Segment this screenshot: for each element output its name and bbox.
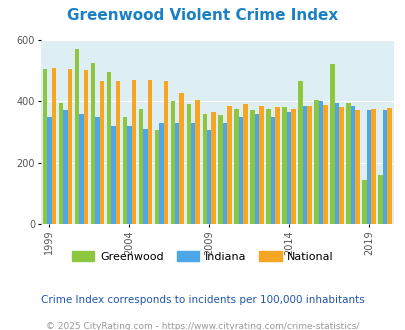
Bar [51, 68, 56, 224]
Bar [361, 180, 366, 224]
Bar [222, 123, 227, 224]
Bar [345, 103, 350, 224]
Text: Greenwood Violent Crime Index: Greenwood Violent Crime Index [67, 8, 338, 23]
Bar [298, 81, 302, 224]
Bar [107, 72, 111, 224]
Bar [211, 112, 215, 224]
Bar [83, 70, 88, 224]
Bar [190, 123, 195, 224]
Bar [58, 103, 63, 224]
Bar [275, 107, 279, 224]
Bar [195, 100, 199, 224]
Bar [95, 116, 99, 224]
Bar [282, 107, 286, 224]
Bar [234, 109, 239, 224]
Bar [111, 126, 115, 224]
Bar [90, 63, 95, 224]
Bar [370, 109, 375, 224]
Bar [43, 69, 47, 224]
Bar [286, 112, 291, 224]
Bar [75, 49, 79, 224]
Text: Crime Index corresponds to incidents per 100,000 inhabitants: Crime Index corresponds to incidents per… [41, 295, 364, 305]
Bar [218, 115, 222, 224]
Bar [259, 106, 263, 224]
Bar [250, 111, 254, 224]
Bar [170, 101, 175, 224]
Bar [330, 64, 334, 224]
Legend: Greenwood, Indiana, National: Greenwood, Indiana, National [68, 247, 337, 267]
Bar [227, 106, 231, 224]
Bar [99, 81, 104, 224]
Bar [163, 81, 168, 224]
Bar [143, 129, 147, 224]
Bar [159, 123, 163, 224]
Bar [307, 107, 311, 224]
Bar [350, 106, 354, 224]
Bar [382, 111, 386, 224]
Bar [313, 100, 318, 224]
Bar [138, 109, 143, 224]
Bar [270, 116, 275, 224]
Bar [377, 175, 382, 224]
Bar [122, 116, 127, 224]
Bar [175, 123, 179, 224]
Bar [186, 104, 190, 224]
Bar [239, 116, 243, 224]
Bar [47, 117, 51, 224]
Bar [366, 111, 370, 224]
Bar [131, 80, 136, 224]
Bar [334, 103, 339, 224]
Bar [291, 109, 295, 224]
Bar [207, 130, 211, 224]
Bar [302, 106, 307, 224]
Bar [339, 107, 343, 224]
Bar [68, 69, 72, 224]
Bar [202, 114, 207, 224]
Bar [318, 101, 322, 224]
Bar [154, 130, 159, 224]
Bar [127, 126, 131, 224]
Bar [322, 105, 327, 224]
Bar [115, 81, 120, 224]
Bar [386, 108, 391, 224]
Bar [147, 80, 151, 224]
Text: © 2025 CityRating.com - https://www.cityrating.com/crime-statistics/: © 2025 CityRating.com - https://www.city… [46, 322, 359, 330]
Bar [63, 111, 68, 224]
Bar [243, 104, 247, 224]
Bar [179, 93, 183, 224]
Bar [79, 114, 83, 224]
Bar [266, 109, 270, 224]
Bar [354, 111, 359, 224]
Bar [254, 114, 259, 224]
